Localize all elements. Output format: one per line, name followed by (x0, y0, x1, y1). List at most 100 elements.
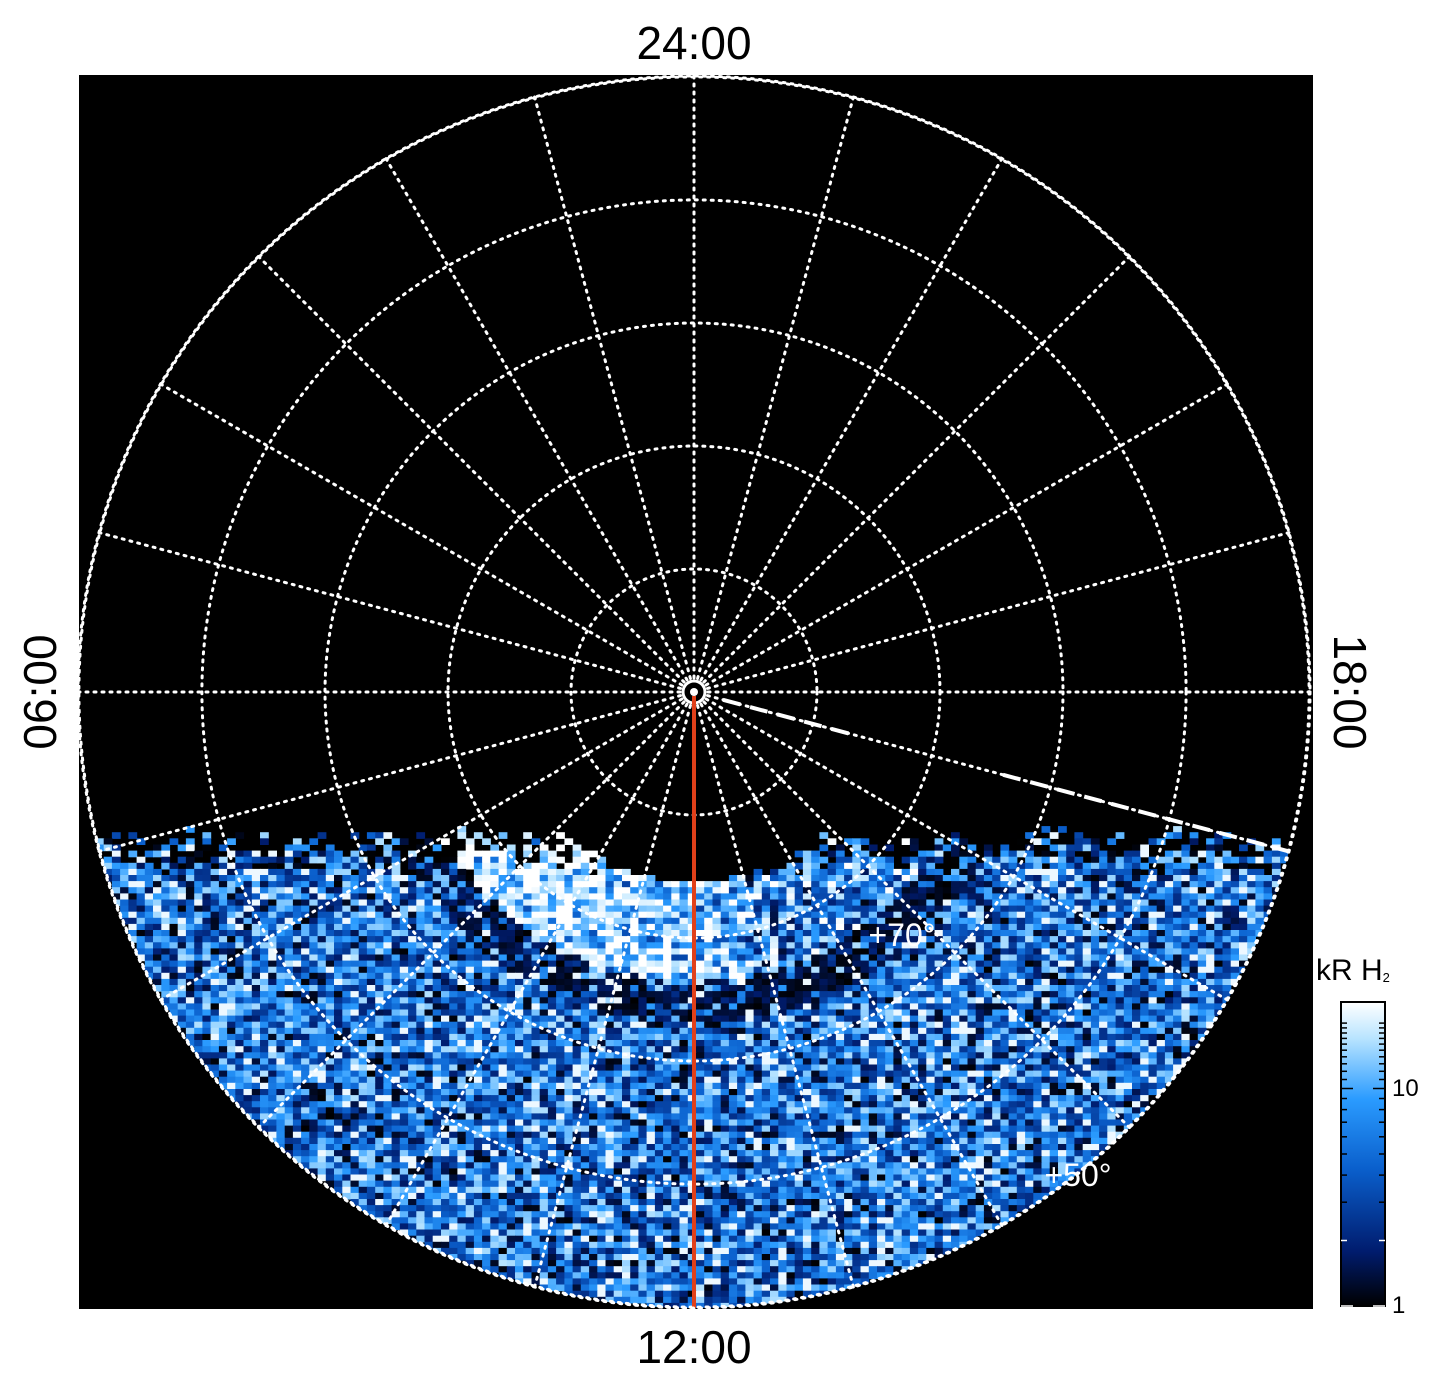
heatmap-cell (819, 911, 829, 919)
heatmap-cell (1181, 991, 1191, 998)
heatmap-cell (547, 942, 557, 949)
heatmap-cell (1090, 1015, 1100, 1023)
heatmap-cell (202, 1046, 212, 1053)
heatmap-cell (671, 966, 681, 974)
heatmap-cell (1025, 881, 1034, 888)
heatmap-cell (103, 868, 113, 876)
heatmap-cell (613, 1040, 623, 1047)
heatmap-cell (630, 1015, 639, 1023)
heatmap-cell (424, 1003, 434, 1011)
heatmap-cell (893, 917, 903, 925)
heatmap-cell (342, 960, 352, 968)
heatmap-cell (1247, 881, 1256, 888)
heatmap-cell (860, 1058, 870, 1066)
heatmap-cell (1132, 1015, 1141, 1023)
heatmap-cell (983, 960, 993, 968)
heatmap-cell (663, 1046, 672, 1053)
heatmap-cell (408, 1046, 417, 1053)
heatmap-cell (1099, 911, 1108, 919)
heatmap-cell (1066, 856, 1075, 864)
heatmap-cell (358, 972, 368, 980)
heatmap-cell (243, 1076, 253, 1084)
heatmap-cell (1041, 972, 1051, 980)
heatmap-cell (630, 978, 639, 986)
heatmap-cell (1049, 911, 1059, 919)
heatmap-cell (547, 930, 557, 937)
heatmap-cell (975, 1015, 985, 1023)
heatmap-cell (967, 1015, 977, 1023)
heatmap-cell (523, 985, 532, 992)
heatmap-cell (1173, 1027, 1182, 1035)
heatmap-cell (177, 954, 187, 962)
heatmap-cell (498, 1003, 508, 1011)
heatmap-cell (975, 875, 985, 882)
heatmap-cell (334, 887, 343, 894)
heatmap-cell (284, 899, 294, 907)
heatmap-cell (1156, 960, 1166, 968)
heatmap-cell (350, 1021, 360, 1029)
heatmap-cell (342, 1021, 352, 1029)
heatmap-cell (399, 997, 409, 1004)
heatmap-cell (1156, 1003, 1166, 1011)
heatmap-cell (622, 1058, 631, 1066)
heatmap-cell (564, 1076, 574, 1084)
heatmap-cell (1148, 1015, 1158, 1023)
heatmap-cell (877, 960, 886, 968)
heatmap-cell (399, 972, 409, 980)
heatmap-cell (654, 1052, 664, 1059)
heatmap-cell (317, 1021, 327, 1029)
heatmap-cell (1148, 838, 1158, 845)
heatmap-cell (556, 1021, 565, 1029)
heatmap-cell (441, 1033, 450, 1041)
heatmap-cell (424, 948, 434, 956)
heatmap-cell (465, 917, 475, 925)
heatmap-cell (325, 1021, 335, 1029)
heatmap-cell (1173, 881, 1182, 888)
heatmap-cell (227, 960, 236, 968)
heatmap-cell (613, 899, 623, 907)
heatmap-cell (1132, 948, 1141, 956)
heatmap-cell (835, 875, 845, 882)
heatmap-cell (301, 1003, 310, 1011)
heatmap-cell (1189, 1021, 1199, 1029)
heatmap-cell (868, 1076, 878, 1084)
heatmap-cell (161, 887, 171, 894)
heatmap-cell (811, 875, 820, 882)
heatmap-cell (630, 936, 639, 943)
heatmap-cell (646, 936, 656, 943)
heatmap-cell (1132, 875, 1141, 882)
heatmap-cell (654, 1070, 664, 1078)
heatmap-cell (1082, 1064, 1092, 1072)
heatmap-cell (449, 1076, 458, 1084)
heatmap-cell (1197, 893, 1207, 901)
heatmap-cell (1181, 930, 1191, 937)
heatmap-cell (901, 911, 911, 919)
heatmap-cell (153, 960, 162, 968)
heatmap-cell (696, 991, 705, 998)
heatmap-cell (786, 1040, 796, 1047)
heatmap-cell (720, 936, 730, 943)
heatmap-cell (918, 985, 927, 992)
heatmap-cell (704, 997, 713, 1004)
heatmap-cell (490, 930, 500, 937)
heatmap-cell (877, 1064, 886, 1072)
heatmap-cell (926, 893, 936, 901)
heatmap-cell (737, 1076, 746, 1084)
heatmap-cell (523, 936, 532, 943)
heatmap-cell (1025, 862, 1034, 870)
heatmap-cell (1123, 985, 1133, 992)
heatmap-cell (284, 930, 294, 937)
heatmap-cell (901, 1021, 911, 1029)
heatmap-cell (515, 911, 524, 919)
heatmap-cell (696, 899, 705, 907)
heatmap-cell (696, 954, 705, 962)
heatmap-cell (128, 868, 138, 876)
heatmap-cell (309, 954, 319, 962)
heatmap-cell (153, 875, 162, 882)
heatmap-cell (1271, 875, 1281, 882)
heatmap-cell (144, 972, 154, 980)
heatmap-cell (243, 887, 253, 894)
heatmap-cell (432, 978, 442, 986)
heatmap-cell (1115, 1009, 1125, 1017)
heatmap-cell (342, 978, 352, 986)
